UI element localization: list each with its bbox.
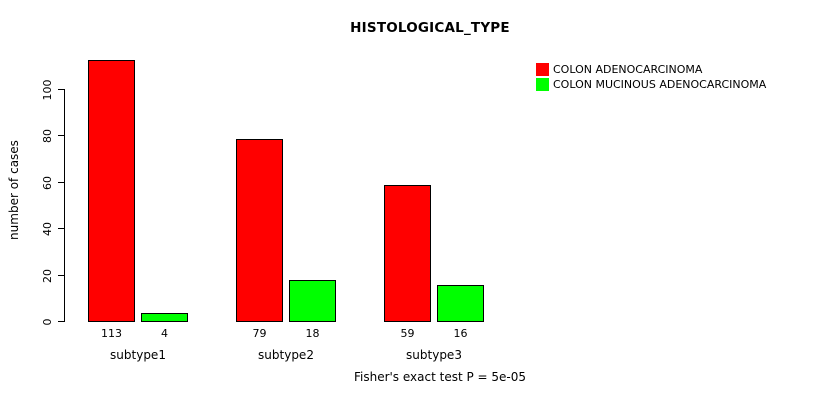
x-category-label: subtype1: [110, 348, 166, 362]
legend-swatch: [536, 78, 549, 91]
y-tick: [58, 274, 65, 276]
legend-swatch: [536, 63, 549, 76]
y-tick-label: 20: [41, 268, 54, 283]
bar-value-label: 16: [453, 327, 468, 340]
bar-subtype3-series2: [437, 284, 484, 322]
bar-subtype2-series2: [289, 280, 336, 322]
bar-subtype3-series1: [384, 185, 431, 322]
legend-item: COLON MUCINOUS ADENOCARCINOMA: [536, 77, 766, 92]
y-tick-label: 60: [41, 175, 54, 190]
bar-subtype1-series2: [141, 312, 188, 322]
legend-item: COLON ADENOCARCINOMA: [536, 62, 766, 77]
y-tick: [58, 321, 65, 322]
bar-subtype2-series1: [236, 138, 283, 322]
y-tick: [58, 181, 65, 183]
y-axis-label: number of cases: [7, 140, 21, 240]
legend: COLON ADENOCARCINOMA COLON MUCINOUS ADENO…: [536, 62, 766, 92]
y-tick-label: 100: [41, 79, 54, 101]
bar-value-label: 79: [252, 327, 267, 340]
annotation-text: Fisher's exact test P = 5e-05: [353, 370, 527, 384]
bar-value-label: 18: [305, 327, 320, 340]
legend-label: COLON MUCINOUS ADENOCARCINOMA: [553, 78, 767, 91]
x-category-label: subtype2: [258, 348, 314, 362]
chart-title: HISTOLOGICAL_TYPE: [350, 20, 510, 36]
x-category-label: subtype3: [406, 348, 462, 362]
y-tick: [58, 228, 65, 230]
bar-value-label: 113: [101, 327, 122, 340]
y-tick-label: 80: [41, 129, 54, 144]
legend-label: COLON ADENOCARCINOMA: [553, 63, 703, 76]
bar-value-label: 4: [161, 327, 168, 340]
bar-subtype1-series1: [88, 59, 135, 322]
y-tick: [58, 135, 65, 137]
y-tick: [58, 89, 65, 90]
y-tick-label: 40: [41, 222, 54, 237]
plot-area: 0 20 40 60 80 100 113 4 subtype1 79 18 subtype2 59 16…: [41, 45, 490, 362]
y-tick-label: 0: [41, 318, 54, 326]
bar-value-label: 59: [400, 327, 415, 340]
y-axis-line: [64, 89, 65, 322]
